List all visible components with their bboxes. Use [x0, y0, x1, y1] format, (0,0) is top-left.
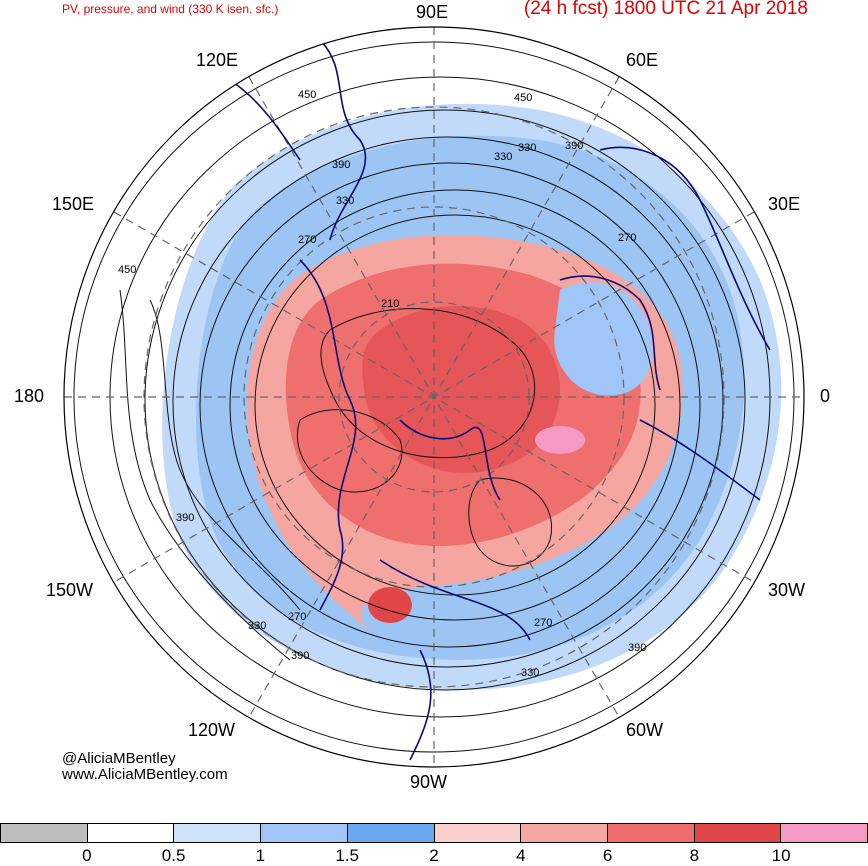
contour-label: 330 — [494, 151, 512, 163]
contour-label: 330 — [521, 667, 539, 679]
colorbar-swatch — [0, 823, 88, 843]
colorbar — [0, 823, 868, 843]
lon-label-180: 180 — [14, 386, 45, 406]
credit-website: www.AliciaMBentley.com — [62, 766, 228, 783]
contour-label: 270 — [534, 617, 552, 629]
map-boundary — [63, 26, 805, 768]
lon-label-150e: 150E — [52, 194, 95, 214]
forecast-time-title: (24 h fcst) 1800 UTC 21 Apr 2018 — [523, 0, 808, 19]
lon-label-30e: 30E — [768, 194, 801, 214]
colorbar-tick-label: 6 — [602, 846, 613, 865]
lon-label-90w: 90W — [410, 772, 448, 792]
colorbar-swatch — [87, 823, 175, 843]
colorbar-swatch — [694, 823, 782, 843]
colorbar-tick-label: 8 — [689, 846, 700, 865]
colorbar-tick-label: 4 — [516, 846, 526, 865]
lon-label-30w: 30W — [768, 580, 806, 600]
lon-label-90e: 90E — [416, 2, 449, 22]
contour-label: 210 — [381, 298, 399, 310]
contour-label: 330 — [336, 195, 354, 207]
colorbar-tick-label: 0.5 — [161, 846, 186, 865]
lon-label-60w: 60W — [626, 720, 664, 740]
colorbar-swatch — [347, 823, 435, 843]
colorbar-swatch — [261, 823, 348, 843]
colorbar-swatch — [434, 823, 522, 843]
contour-label: 390 — [628, 642, 646, 654]
colorbar-swatch — [174, 823, 262, 843]
contour-label: 330 — [518, 142, 536, 154]
lon-label-120w: 120W — [188, 720, 236, 740]
colorbar-swatch — [521, 823, 608, 843]
lon-label-150w: 150W — [46, 580, 94, 600]
contour-label: 450 — [514, 92, 532, 104]
colorbar-tick-label: 0 — [82, 846, 92, 865]
contour-label: 450 — [298, 89, 316, 101]
lon-label-60e: 60E — [626, 50, 659, 70]
contour-label: 390 — [291, 650, 309, 662]
colorbar-tick-label: 2 — [429, 846, 439, 865]
coastlines — [229, 39, 771, 761]
lon-label-0: 0 — [820, 386, 831, 406]
colorbar-tick-label: 1 — [255, 846, 266, 865]
contour-label: 330 — [248, 620, 266, 632]
contour-label: 270 — [298, 234, 316, 246]
credit-handle: @AliciaMBentley — [62, 750, 176, 767]
contour-label: 390 — [176, 512, 194, 524]
colorbar-swatch — [781, 823, 868, 843]
lon-label-120e: 120E — [196, 50, 239, 70]
colorbar-swatch — [607, 823, 695, 843]
contour-label: 390 — [332, 159, 350, 171]
contour-label: 270 — [288, 611, 306, 623]
colorbar-tick-label: 1.5 — [335, 846, 360, 865]
contour-label: 450 — [118, 264, 136, 276]
contour-label: 270 — [618, 232, 636, 244]
contour-label: 390 — [565, 140, 583, 152]
map-title: PV, pressure, and wind (330 K isen. sfc.… — [62, 2, 279, 16]
colorbar-tick-label: 10 — [771, 846, 791, 865]
